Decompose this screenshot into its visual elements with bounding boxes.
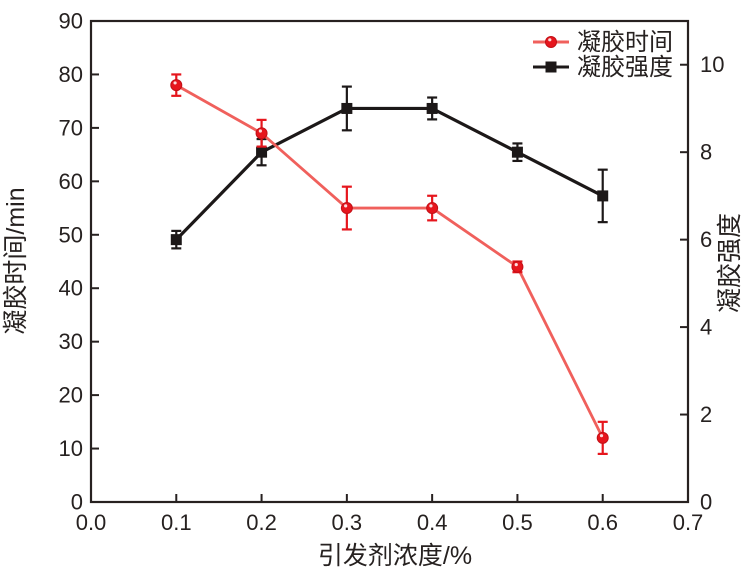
- y-right-tick-label: 0: [700, 490, 712, 515]
- series-line-gel-strength: [175, 106, 604, 241]
- x-tick-label: 0.7: [673, 510, 704, 535]
- marker-circle-gel-time: [340, 202, 353, 215]
- x-axis-title: 引发剂浓度/%: [318, 542, 472, 570]
- y-left-tick-label: 0: [71, 490, 83, 515]
- marker-highlight-gel-time: [429, 204, 433, 208]
- y-right-tick-label: 10: [700, 52, 724, 77]
- legend-marker-circle-icon: [545, 36, 557, 48]
- y-left-tick-label: 90: [59, 9, 83, 34]
- y-left-tick-label: 20: [59, 383, 83, 408]
- marker-highlight-gel-time: [599, 434, 604, 438]
- y-right-tick-label: 2: [700, 402, 712, 427]
- x-tick-label: 0.3: [332, 510, 363, 535]
- y-right-tick-label: 6: [700, 227, 712, 252]
- legend-label-gel-time: 凝胶时间: [577, 29, 673, 56]
- marker-circle-gel-time: [426, 202, 439, 215]
- legend-item-gel-strength: 凝胶强度: [533, 54, 673, 81]
- y-left-tick-label: 30: [59, 329, 83, 354]
- marker-circle-gel-time: [596, 431, 609, 444]
- series-line-gel-time: [175, 83, 604, 439]
- marker-highlight-gel-time: [173, 81, 177, 85]
- marker-square-gel-strength: [426, 102, 438, 114]
- y-left-axis-title: 凝胶时间/min: [2, 187, 30, 334]
- marker-square-gel-strength: [597, 190, 609, 202]
- marker-square-gel-strength: [256, 146, 268, 158]
- y-right-tick-label: 4: [700, 315, 712, 340]
- x-tick-label: 0.2: [246, 510, 277, 535]
- y-right-tick-label: 8: [700, 140, 712, 165]
- x-tick-label: 0.0: [76, 510, 107, 535]
- legend-marker-highlight: [548, 38, 552, 42]
- x-tick-label: 0.1: [161, 510, 192, 535]
- plot-frame: [89, 19, 690, 504]
- y-left-tick-label: 50: [59, 222, 83, 247]
- marker-square-gel-strength: [341, 102, 353, 114]
- marker-circle-gel-time: [255, 127, 268, 140]
- marker-square-gel-strength: [511, 146, 523, 158]
- marker-highlight-gel-time: [514, 263, 518, 267]
- marker-circle-gel-time: [511, 260, 524, 273]
- y-left-tick-label: 70: [59, 115, 83, 140]
- legend-item-gel-time: 凝胶时间: [533, 29, 673, 56]
- marker-highlight-gel-time: [344, 204, 348, 208]
- plot-area: 0.0 0.1 0.2 0.3 0.4 0.5 0.6 0.70102030405060708…: [59, 9, 725, 536]
- y-left-tick-label: 60: [59, 169, 83, 194]
- y-left-tick-label: 40: [59, 276, 83, 301]
- marker-square-gel-strength: [170, 234, 182, 246]
- y-right-axis-title: 凝胶强度: [716, 213, 744, 313]
- legend-label-gel-strength: 凝胶强度: [577, 54, 673, 81]
- legend: 凝胶时间 凝胶强度: [533, 29, 673, 81]
- marker-circle-gel-time: [170, 79, 183, 92]
- legend-marker-square-icon: [545, 61, 557, 73]
- y-left-tick-label: 10: [59, 436, 83, 461]
- y-left-tick-label: 80: [59, 62, 83, 87]
- x-tick-label: 0.6: [587, 510, 618, 535]
- marker-highlight-gel-time: [258, 129, 262, 133]
- x-tick-label: 0.4: [417, 510, 448, 535]
- x-tick-label: 0.5: [502, 510, 533, 535]
